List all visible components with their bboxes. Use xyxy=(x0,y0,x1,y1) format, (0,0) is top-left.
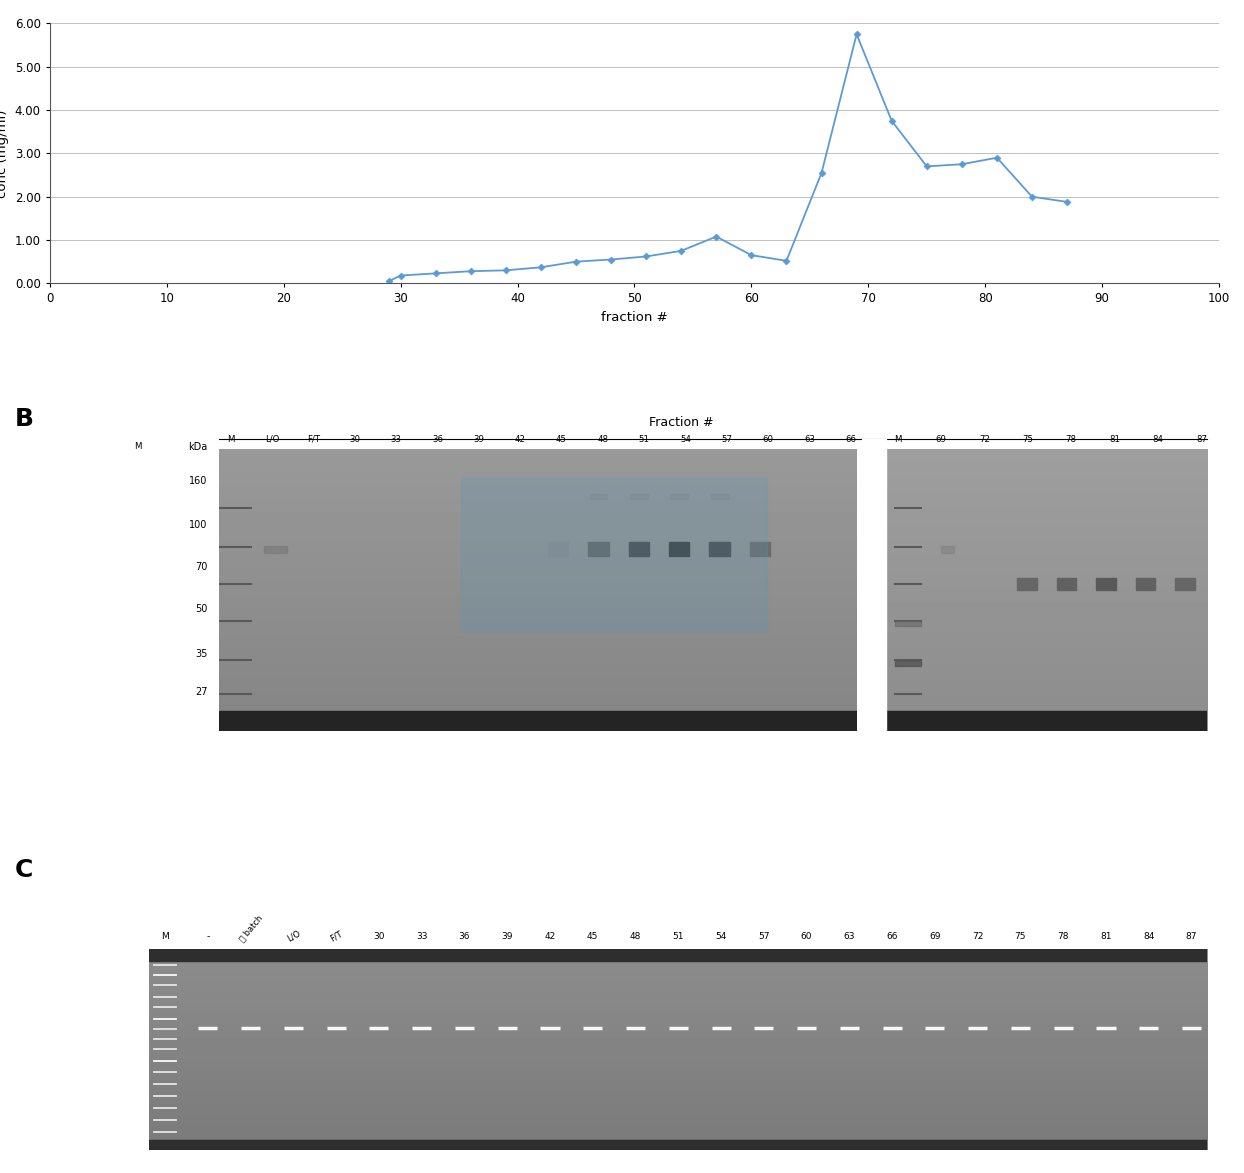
Text: M: M xyxy=(893,435,902,443)
Text: 39: 39 xyxy=(474,435,484,443)
Text: M: M xyxy=(133,442,142,452)
Text: M: M xyxy=(228,435,235,443)
Text: 87: 87 xyxy=(1195,435,1207,443)
Text: 160: 160 xyxy=(189,475,208,486)
Text: 84: 84 xyxy=(1153,435,1163,443)
Text: 54: 54 xyxy=(680,435,690,443)
Text: -: - xyxy=(207,931,209,941)
Text: B: B xyxy=(15,407,34,430)
Text: 60: 60 xyxy=(763,435,774,443)
X-axis label: fraction #: fraction # xyxy=(601,311,668,324)
Text: 전 batch: 전 batch xyxy=(238,914,264,944)
Text: 35: 35 xyxy=(195,649,208,658)
Text: 33: 33 xyxy=(415,931,428,941)
Text: 33: 33 xyxy=(391,435,402,443)
Bar xyxy=(862,439,886,734)
Text: L/O: L/O xyxy=(265,435,280,443)
Text: C: C xyxy=(15,857,34,882)
Text: 51: 51 xyxy=(673,931,684,941)
Text: F/T: F/T xyxy=(328,929,343,944)
Text: 75: 75 xyxy=(1023,435,1034,443)
Text: 70: 70 xyxy=(195,562,208,572)
Text: 30: 30 xyxy=(350,435,361,443)
Text: 57: 57 xyxy=(722,435,733,443)
Text: 72: 72 xyxy=(979,435,990,443)
Text: M: M xyxy=(162,931,169,941)
Text: 78: 78 xyxy=(1066,435,1077,443)
Text: 66: 66 xyxy=(845,435,856,443)
Text: 81: 81 xyxy=(1100,931,1112,941)
Text: 87: 87 xyxy=(1186,931,1197,941)
Text: 63: 63 xyxy=(804,435,815,443)
Text: 48: 48 xyxy=(629,931,641,941)
Text: 78: 78 xyxy=(1057,931,1069,941)
Text: 66: 66 xyxy=(887,931,898,941)
Y-axis label: conc (mg/ml): conc (mg/ml) xyxy=(0,109,9,197)
Text: L/O: L/O xyxy=(285,929,302,944)
Text: 72: 72 xyxy=(972,931,983,941)
Text: 42: 42 xyxy=(545,931,556,941)
Text: kDa: kDa xyxy=(188,442,208,452)
Text: 36: 36 xyxy=(432,435,443,443)
Text: 100: 100 xyxy=(189,521,208,530)
Text: 45: 45 xyxy=(587,931,598,941)
Text: 60: 60 xyxy=(801,931,812,941)
Text: 39: 39 xyxy=(501,931,513,941)
Text: 69: 69 xyxy=(929,931,940,941)
Text: 42: 42 xyxy=(515,435,526,443)
Text: 48: 48 xyxy=(597,435,608,443)
Text: 54: 54 xyxy=(715,931,726,941)
Text: 84: 84 xyxy=(1143,931,1154,941)
Text: F/T: F/T xyxy=(307,435,320,443)
Text: 30: 30 xyxy=(373,931,384,941)
Text: 36: 36 xyxy=(459,931,470,941)
Text: 27: 27 xyxy=(195,687,208,697)
Text: Fraction #: Fraction # xyxy=(649,416,714,429)
Text: 63: 63 xyxy=(843,931,855,941)
Text: 81: 81 xyxy=(1110,435,1120,443)
Text: 45: 45 xyxy=(556,435,567,443)
Text: 50: 50 xyxy=(195,604,208,613)
Text: 51: 51 xyxy=(638,435,649,443)
Text: 75: 75 xyxy=(1015,931,1026,941)
Text: 69: 69 xyxy=(935,435,947,443)
Text: 57: 57 xyxy=(758,931,770,941)
